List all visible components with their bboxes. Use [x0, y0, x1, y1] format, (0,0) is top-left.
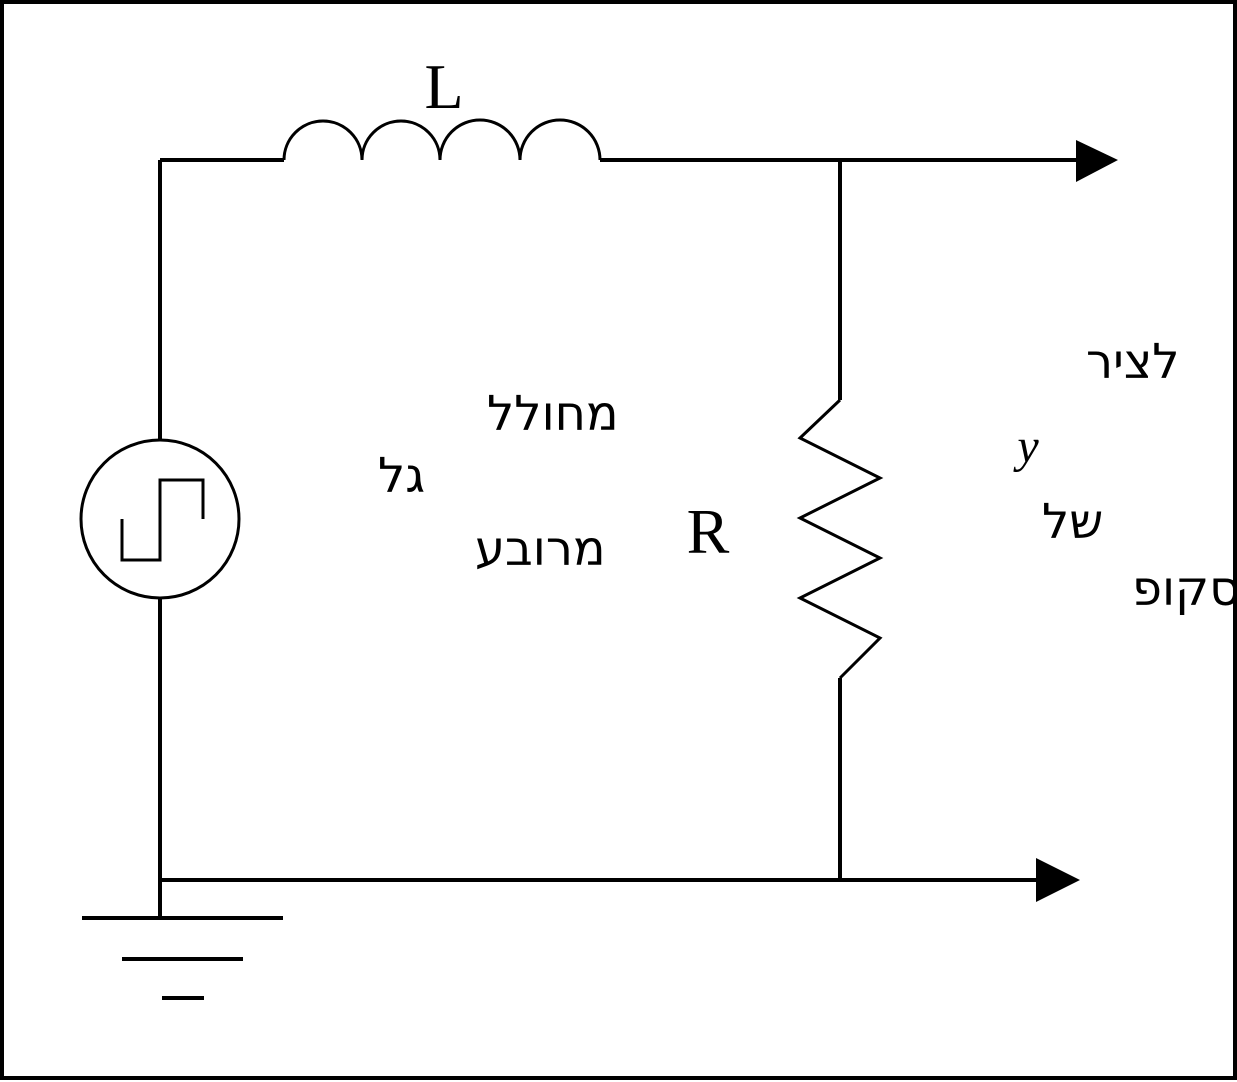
- resistor-label: R: [687, 496, 730, 567]
- scope-label-line-4: הסקופ: [1132, 561, 1237, 617]
- scope-label-line-1: לציר: [1086, 334, 1180, 390]
- scope-label-line-3: של: [1042, 494, 1103, 550]
- square-wave-source-icon: [79, 438, 241, 600]
- inductor-label: L: [424, 51, 463, 122]
- source-label-line-1: מחולל: [487, 386, 619, 442]
- source-label-line-3: מרובע: [475, 521, 606, 577]
- scope-label-line-2: y: [1012, 420, 1039, 473]
- resistor-icon: [796, 398, 884, 680]
- bottom-output-arrow: [1036, 858, 1080, 902]
- inductor-icon: [282, 118, 602, 161]
- source-label-line-2: גל: [378, 448, 425, 504]
- square-wave-symbol: [120, 478, 205, 562]
- top-output-arrow: [1076, 140, 1118, 182]
- ground-icon: [82, 916, 283, 1000]
